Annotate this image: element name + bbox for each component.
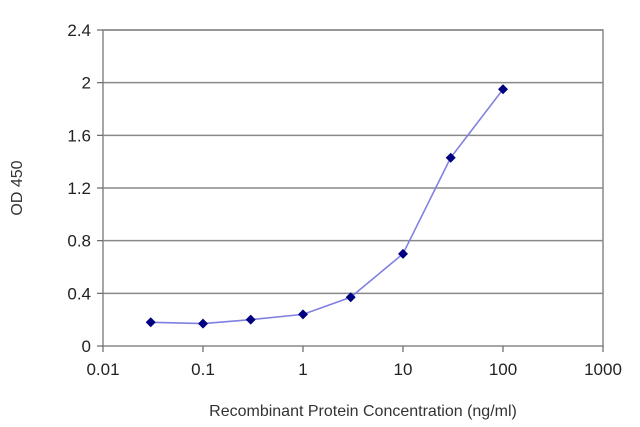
gridlines <box>103 29 603 295</box>
x-tick-label: 10 <box>394 360 413 379</box>
data-point-marker <box>145 317 156 328</box>
series-line <box>150 88 504 325</box>
y-tick-label: 1.2 <box>67 179 91 198</box>
data-point-marker <box>345 292 356 303</box>
y-tick-label: 0.4 <box>67 284 91 303</box>
y-tick-label: 0 <box>82 337 91 356</box>
x-tick-label: 100 <box>489 360 517 379</box>
series-layer <box>145 84 508 329</box>
y-tick-label: 0.8 <box>67 232 91 251</box>
y-tick-label: 1.6 <box>67 126 91 145</box>
x-axis-ticks: 0.01 0.1 1 10 100 1000 <box>86 346 622 379</box>
y-axis-label: OD 450 <box>9 160 26 215</box>
x-tick-label: 1000 <box>584 360 622 379</box>
x-axis-label: Recombinant Protein Concentration (ng/ml… <box>209 403 517 420</box>
x-tick-label: 0.01 <box>86 360 119 379</box>
data-point-marker <box>398 248 408 259</box>
x-tick-label: 0.1 <box>191 360 215 379</box>
y-tick-label: 2.4 <box>67 21 91 40</box>
y-tick-label: 2 <box>82 74 91 93</box>
x-tick-label: 1 <box>298 360 307 379</box>
data-point-marker <box>198 318 208 329</box>
data-point-marker <box>445 152 456 163</box>
data-point-marker <box>298 309 308 320</box>
y-axis-ticks: 0 0.4 0.8 1.2 1.6 2 2.4 <box>67 21 103 356</box>
data-point-marker <box>498 84 508 95</box>
data-point-marker <box>245 314 256 325</box>
